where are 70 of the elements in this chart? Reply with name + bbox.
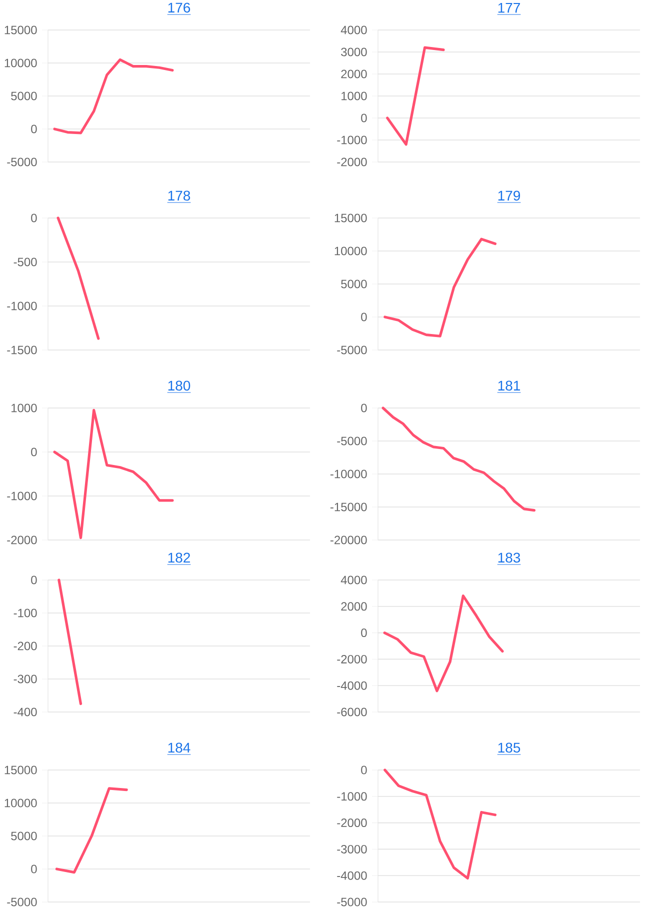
- y-tick-label: -1000: [337, 792, 367, 801]
- y-tick-label: 4000: [340, 26, 367, 34]
- chart-title: 184: [168, 742, 190, 753]
- y-tick-label: -5000: [7, 158, 37, 166]
- line-series: [384, 768, 497, 880]
- y-tick-label: -2000: [337, 818, 367, 828]
- chart-title: 176: [168, 2, 190, 13]
- chart-title: 181: [498, 380, 520, 391]
- y-tick-label: 0: [361, 312, 367, 322]
- y-tick-label: 1000: [12, 404, 37, 412]
- y-tick-label: -200: [14, 642, 37, 650]
- y-tick-label: 0: [361, 628, 367, 638]
- line-series: [55, 787, 128, 874]
- y-tick-label: -500: [14, 258, 37, 266]
- y-tick-label: 3000: [341, 48, 367, 56]
- y-tick-label: -10000: [330, 470, 367, 478]
- y-tick-label: -5000: [337, 898, 367, 906]
- chart-title: 177: [498, 2, 520, 13]
- y-tick-label: 1000: [342, 92, 367, 100]
- y-tick-label: -1500: [7, 346, 37, 354]
- y-tick-label: 2000: [341, 70, 367, 78]
- y-tick-label: 0: [361, 766, 367, 774]
- line-series: [382, 406, 536, 512]
- y-tick-label: 10000: [4, 58, 37, 68]
- y-tick-label: 2000: [341, 602, 367, 611]
- y-tick-label: 15000: [334, 214, 367, 222]
- line-series: [384, 238, 497, 338]
- y-tick-label: -2000: [7, 536, 37, 544]
- chart-title: 180: [168, 380, 190, 391]
- y-tick-label: 4000: [340, 576, 367, 584]
- y-tick-label: -2000: [337, 654, 367, 664]
- chart-title: 179: [498, 190, 520, 201]
- y-tick-label: -3000: [337, 844, 367, 854]
- y-tick-label: 0: [31, 864, 37, 874]
- y-tick-label: -4000: [337, 871, 367, 880]
- line-series: [53, 58, 174, 134]
- chart-title: 178: [168, 190, 190, 201]
- y-tick-label: 5000: [341, 280, 367, 288]
- y-tick-label: -4000: [337, 681, 367, 690]
- y-tick-label: 10000: [334, 246, 367, 256]
- y-tick-label: 0: [31, 214, 37, 222]
- y-tick-label: 5000: [11, 832, 37, 840]
- y-tick-label: -1000: [7, 492, 37, 500]
- y-tick-label: -15000: [330, 502, 367, 512]
- y-tick-label: 0: [361, 404, 367, 412]
- y-tick-label: -300: [14, 674, 37, 684]
- y-tick-label: 0: [361, 114, 367, 122]
- line-series: [53, 408, 174, 540]
- line-series: [386, 46, 445, 146]
- y-tick-label: 15000: [4, 766, 37, 774]
- chart-title: 185: [498, 742, 520, 753]
- y-tick-label: -5000: [7, 898, 37, 906]
- y-tick-label: -5000: [337, 436, 367, 446]
- y-tick-label: -5000: [337, 346, 367, 354]
- y-tick-label: -400: [14, 708, 37, 716]
- y-tick-label: -100: [14, 608, 37, 618]
- y-tick-label: 10000: [4, 798, 37, 808]
- y-tick-label: -20000: [330, 536, 367, 544]
- y-tick-label: 5000: [11, 92, 37, 100]
- y-tick-label: -6000: [337, 708, 367, 716]
- chart-title: 182: [168, 552, 190, 563]
- y-tick-label: 15000: [4, 26, 37, 34]
- y-tick-label: 0: [31, 448, 37, 456]
- y-tick-label: -2000: [337, 158, 367, 166]
- y-tick-label: -1000: [7, 302, 37, 310]
- y-tick-label: 0: [31, 576, 37, 584]
- chart-title: 183: [498, 552, 520, 563]
- y-tick-label: -1000: [337, 136, 367, 144]
- y-tick-label: 0: [31, 124, 37, 134]
- line-series: [383, 594, 504, 692]
